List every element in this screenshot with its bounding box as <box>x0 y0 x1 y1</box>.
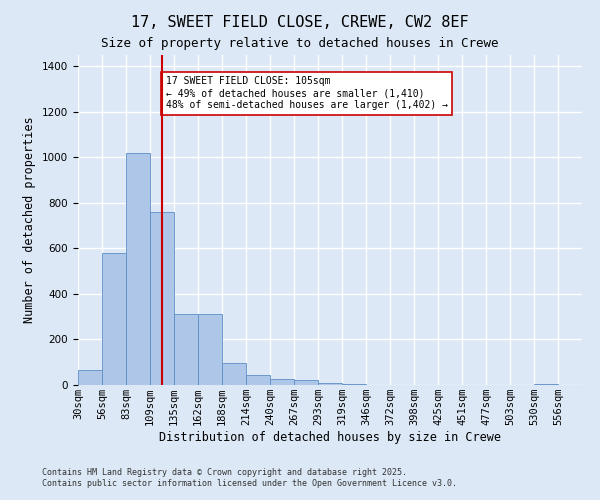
Bar <box>318 382 342 385</box>
Y-axis label: Number of detached properties: Number of detached properties <box>23 116 37 324</box>
Bar <box>294 380 318 385</box>
Bar <box>270 380 294 385</box>
Text: 17, SWEET FIELD CLOSE, CREWE, CW2 8EF: 17, SWEET FIELD CLOSE, CREWE, CW2 8EF <box>131 15 469 30</box>
Bar <box>198 314 222 385</box>
Bar <box>174 314 198 385</box>
Bar <box>246 375 270 385</box>
Bar <box>534 384 558 385</box>
Text: 17 SWEET FIELD CLOSE: 105sqm
← 49% of detached houses are smaller (1,410)
48% of: 17 SWEET FIELD CLOSE: 105sqm ← 49% of de… <box>166 76 448 110</box>
Bar <box>78 370 102 385</box>
Text: Contains HM Land Registry data © Crown copyright and database right 2025.
Contai: Contains HM Land Registry data © Crown c… <box>42 468 457 487</box>
X-axis label: Distribution of detached houses by size in Crewe: Distribution of detached houses by size … <box>159 431 501 444</box>
Bar <box>222 364 246 385</box>
Bar <box>150 212 174 385</box>
Bar <box>102 253 126 385</box>
Bar <box>126 153 150 385</box>
Text: Size of property relative to detached houses in Crewe: Size of property relative to detached ho… <box>101 38 499 51</box>
Bar <box>342 384 366 385</box>
